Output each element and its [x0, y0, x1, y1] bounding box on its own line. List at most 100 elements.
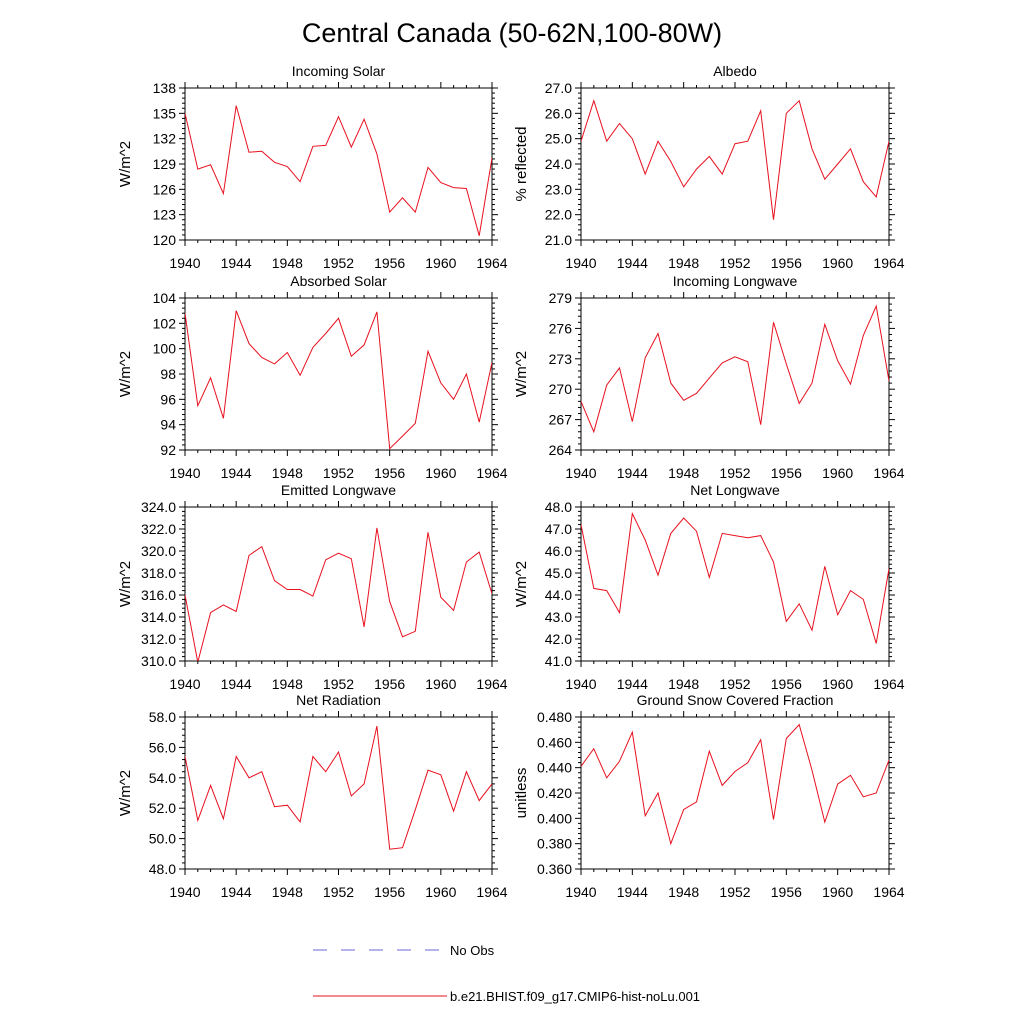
panel-title: Net Radiation: [296, 692, 381, 708]
x-tick-label: 1964: [476, 255, 507, 271]
y-tick-label: 22.0: [545, 207, 572, 223]
panel-title: Emitted Longwave: [281, 482, 396, 498]
y-tick-label: 42.0: [545, 631, 572, 647]
plot-frame: [580, 87, 890, 241]
series-line: [581, 304, 889, 434]
x-tick-label: 1964: [873, 465, 904, 481]
series-line: [185, 310, 492, 450]
plot-frame: [580, 506, 890, 662]
y-tick-label: 44.0: [545, 587, 572, 603]
y-tick-label: 312.0: [141, 631, 176, 647]
figure-title: Central Canada (50-62N,100-80W): [302, 18, 722, 48]
y-axis-label: W/m^2: [513, 351, 530, 397]
y-tick-label: 50.0: [149, 831, 176, 847]
x-tick-label: 1952: [323, 676, 354, 692]
y-tick-label: 47.0: [545, 521, 572, 537]
plot-frame: [184, 87, 493, 241]
y-tick-label: 0.400: [537, 810, 572, 826]
y-tick-label: 92: [160, 442, 176, 458]
y-tick-label: 0.380: [537, 836, 572, 852]
panel-title: Absorbed Solar: [290, 273, 387, 289]
x-tick-label: 1960: [822, 884, 853, 900]
y-axis-label: unitless: [513, 768, 530, 819]
y-tick-label: 52.0: [149, 800, 176, 816]
x-tick-label: 1948: [272, 255, 303, 271]
panel-title: Net Longwave: [690, 482, 780, 498]
x-tick-label: 1940: [565, 465, 596, 481]
y-axis-label: W/m^2: [117, 141, 134, 187]
x-tick-label: 1956: [374, 676, 405, 692]
plot-frame: [580, 716, 890, 870]
y-tick-label: 45.0: [545, 565, 572, 581]
y-tick-label: 138: [153, 80, 177, 96]
x-tick-label: 1964: [476, 465, 507, 481]
panel-title: Albedo: [713, 63, 757, 79]
y-tick-label: 0.460: [537, 734, 572, 750]
y-tick-label: 267: [549, 412, 573, 428]
y-axis-label: W/m^2: [117, 561, 134, 607]
panel-incoming-longwave: Incoming Longwave W/m^2 264 267 270 273 276 279…: [513, 273, 905, 481]
y-tick-label: 24.0: [545, 156, 572, 172]
panel-albedo: Albedo % reflected 21.0 22.0 23.0 24.0 25.0 26.…: [513, 63, 905, 271]
x-tick-label: 1948: [272, 884, 303, 900]
plot-frame: [184, 297, 493, 451]
y-tick-label: 310.0: [141, 653, 176, 669]
x-tick-label: 1944: [221, 255, 252, 271]
chart-panels: Incoming Solar W/m^2 120 123 126 129 132 135 138…: [117, 63, 905, 900]
y-axis-label: W/m^2: [117, 351, 134, 397]
y-tick-label: 0.420: [537, 785, 572, 801]
x-tick-label: 1944: [221, 884, 252, 900]
x-tick-label: 1952: [323, 465, 354, 481]
x-tick-label: 1964: [476, 676, 507, 692]
y-tick-label: 123: [153, 207, 177, 223]
y-tick-label: 43.0: [545, 609, 572, 625]
panel-emitted-longwave: Emitted Longwave W/m^2 310.0 312.0 314.0 316.…: [117, 482, 508, 692]
y-tick-label: 324.0: [141, 499, 176, 515]
y-tick-label: 56.0: [149, 739, 176, 755]
panel-net-longwave: Net Longwave W/m^2 41.0 42.0 43.0 44.0 45.0 46.…: [513, 482, 905, 692]
y-tick-label: 273: [549, 351, 573, 367]
y-tick-label: 100: [153, 341, 177, 357]
plot-frame: [184, 506, 493, 662]
x-tick-label: 1956: [374, 465, 405, 481]
legend-model-label: b.e21.BHIST.f09_g17.CMIP6-hist-noLu.001: [450, 989, 700, 1004]
x-tick-label: 1952: [719, 465, 750, 481]
series-line: [185, 527, 492, 661]
x-tick-label: 1944: [617, 884, 648, 900]
x-tick-label: 1952: [719, 255, 750, 271]
x-tick-label: 1952: [323, 884, 354, 900]
x-tick-label: 1956: [771, 465, 802, 481]
x-tick-label: 1948: [668, 465, 699, 481]
x-tick-label: 1940: [169, 465, 200, 481]
y-tick-label: 48.0: [149, 861, 176, 877]
panel-net-radiation: Net Radiation W/m^2 48.0 50.0 52.0 54.0 56.0 58…: [117, 692, 508, 900]
y-tick-label: 96: [160, 391, 176, 407]
series-line: [185, 725, 492, 850]
x-tick-label: 1956: [374, 255, 405, 271]
y-tick-label: 26.0: [545, 105, 572, 121]
y-tick-label: 316.0: [141, 587, 176, 603]
y-tick-label: 98: [160, 366, 176, 382]
panel-title: Incoming Solar: [292, 63, 386, 79]
series-line: [581, 99, 889, 220]
y-tick-label: 120: [153, 232, 177, 248]
x-tick-label: 1948: [272, 465, 303, 481]
y-tick-label: 270: [549, 381, 573, 397]
x-tick-label: 1948: [668, 255, 699, 271]
y-tick-label: 132: [153, 131, 177, 147]
x-tick-label: 1944: [617, 465, 648, 481]
x-tick-label: 1960: [425, 255, 456, 271]
x-tick-label: 1960: [822, 255, 853, 271]
panel-ground-snow-covered-fraction: Ground Snow Covered Fraction unitless 0.36…: [513, 692, 905, 900]
y-tick-label: 23.0: [545, 181, 572, 197]
x-tick-label: 1940: [565, 884, 596, 900]
y-tick-label: 27.0: [545, 80, 572, 96]
x-tick-label: 1940: [565, 676, 596, 692]
x-tick-label: 1948: [668, 676, 699, 692]
plot-frame: [580, 297, 890, 451]
x-tick-label: 1960: [425, 884, 456, 900]
x-tick-label: 1960: [425, 676, 456, 692]
series-line: [185, 105, 492, 236]
y-tick-label: 48.0: [545, 499, 572, 515]
x-tick-label: 1952: [719, 676, 750, 692]
